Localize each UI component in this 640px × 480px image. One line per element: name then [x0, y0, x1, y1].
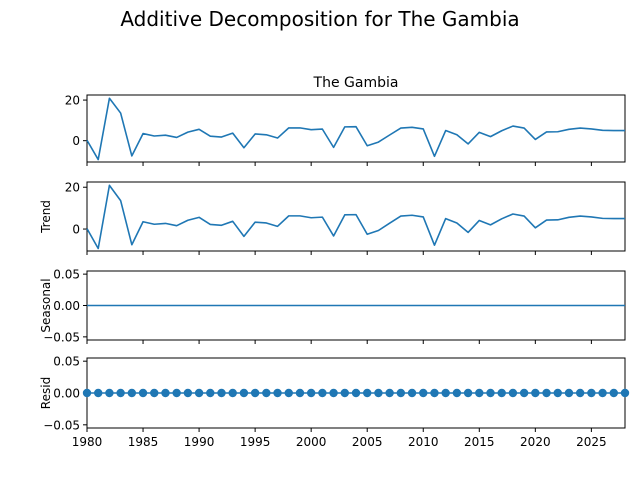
- resid-point: [587, 388, 596, 398]
- resid-point: [553, 388, 562, 398]
- trend-series-line: [86, 184, 625, 250]
- observed-ytick-label: 20: [65, 94, 80, 108]
- seasonal-ytick-label: −0.05: [43, 330, 80, 344]
- observed-title: The Gambia: [313, 75, 399, 91]
- resid-xtick-label: 2020: [520, 435, 551, 449]
- resid-point: [441, 388, 450, 398]
- resid-point: [295, 388, 305, 398]
- resid-point: [419, 388, 428, 398]
- resid-point: [620, 388, 630, 398]
- resid-point: [430, 388, 439, 398]
- resid-point: [228, 388, 237, 398]
- resid-point: [452, 388, 462, 398]
- resid-point: [508, 388, 518, 398]
- resid-point: [363, 388, 372, 398]
- trend-ytick-label: 20: [65, 181, 80, 195]
- resid-point: [105, 388, 114, 398]
- resid-point: [475, 388, 484, 398]
- resid-point: [250, 388, 260, 398]
- seasonal-ylabel: Seasonal: [39, 278, 53, 332]
- resid-point: [340, 388, 349, 398]
- resid-xtick-label: 2010: [408, 435, 439, 449]
- resid-point: [542, 388, 551, 398]
- resid-point: [206, 388, 215, 398]
- resid-point: [407, 388, 417, 398]
- trend-ytick-label: 0: [72, 223, 80, 237]
- seasonal-ytick-label: 0.00: [53, 299, 80, 313]
- resid-point: [273, 388, 282, 398]
- resid-point: [150, 388, 159, 398]
- resid-point: [318, 388, 327, 398]
- observed-series-line: [86, 97, 625, 161]
- resid-point: [519, 388, 529, 398]
- resid-ytick-label: 0.05: [53, 355, 80, 369]
- resid-point: [217, 388, 226, 398]
- resid-point: [564, 388, 574, 398]
- resid-point: [262, 388, 271, 398]
- resid-point: [138, 388, 148, 398]
- observed-axes-frame: [86, 94, 626, 163]
- resid-xtick-label: 1990: [184, 435, 215, 449]
- resid-point: [531, 388, 540, 398]
- resid-point: [239, 388, 249, 398]
- resid-xtick-label: 2000: [296, 435, 327, 449]
- resid-point: [94, 388, 103, 398]
- resid-point: [172, 388, 181, 398]
- resid-point: [463, 388, 473, 398]
- resid-point: [575, 388, 585, 398]
- resid-point: [161, 388, 170, 398]
- resid-point: [598, 388, 607, 398]
- trend-ylabel: Trend: [39, 200, 53, 234]
- resid-point: [194, 388, 204, 398]
- resid-point: [385, 388, 394, 398]
- resid-xtick-label: 2025: [576, 435, 607, 449]
- resid-xtick-label: 1980: [72, 435, 103, 449]
- resid-point: [183, 388, 193, 398]
- resid-point: [497, 388, 506, 398]
- resid-xtick-label: 2015: [464, 435, 495, 449]
- resid-ytick-label: 0.00: [53, 387, 80, 401]
- figure-suptitle: Additive Decomposition for The Gambia: [120, 7, 519, 31]
- resid-xtick-label: 1985: [128, 435, 159, 449]
- resid-xtick-label: 2005: [352, 435, 383, 449]
- resid-ylabel: Resid: [39, 377, 53, 409]
- trend-axes-frame: [86, 181, 626, 252]
- resid-point: [486, 388, 495, 398]
- resid-point: [116, 388, 125, 398]
- resid-point: [284, 388, 293, 398]
- resid-xtick-label: 1995: [240, 435, 271, 449]
- resid-point: [127, 388, 137, 398]
- seasonal-ytick-label: 0.05: [53, 268, 80, 282]
- resid-point: [609, 388, 618, 398]
- resid-point: [351, 388, 361, 398]
- resid-point: [329, 388, 338, 398]
- resid-point: [396, 388, 406, 398]
- resid-point: [306, 388, 316, 398]
- resid-point: [374, 388, 383, 398]
- observed-ytick-label: 0: [72, 134, 80, 148]
- resid-ytick-label: −0.05: [43, 418, 80, 432]
- resid-point: [82, 388, 92, 398]
